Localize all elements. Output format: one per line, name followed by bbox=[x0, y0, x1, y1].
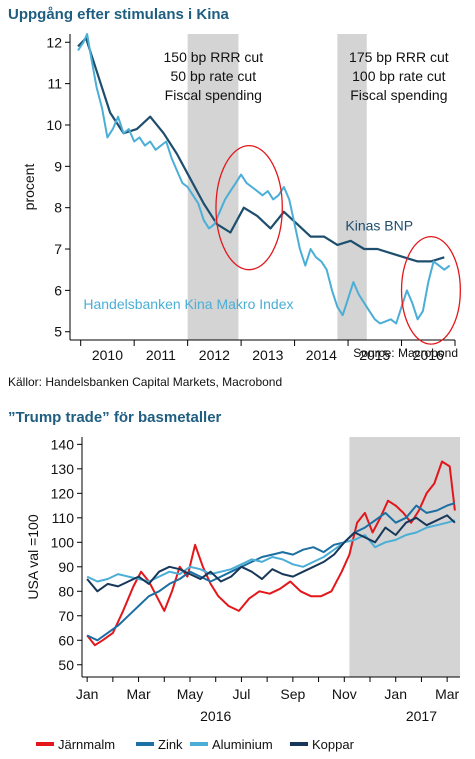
legend-item-zink: Zink bbox=[136, 737, 183, 752]
x-tick-label: Nov bbox=[332, 686, 357, 702]
y-tick-label: 6 bbox=[54, 282, 62, 298]
x-tick-label: Mar bbox=[127, 686, 151, 702]
y-tick-label: 140 bbox=[51, 436, 75, 452]
y-tick-label: 12 bbox=[46, 34, 62, 50]
year-label: 2016 bbox=[200, 708, 231, 724]
y-tick-label: 11 bbox=[47, 76, 62, 92]
legend-label: Zink bbox=[158, 737, 183, 752]
y-tick-label: 130 bbox=[51, 461, 75, 477]
legend-item-aluminium: Aluminium bbox=[190, 737, 273, 752]
y-tick-label: 60 bbox=[58, 632, 74, 648]
series-line-zink bbox=[86, 502, 456, 642]
legend-label: Koppar bbox=[312, 737, 355, 752]
x-tick-label: 2016 bbox=[413, 347, 444, 363]
legend-item-koppar: Koppar bbox=[290, 737, 355, 752]
highlight-circle-0 bbox=[215, 144, 283, 271]
x-tick-label: 2010 bbox=[92, 347, 123, 363]
y-tick-label: 120 bbox=[51, 485, 75, 501]
y-tick-label: 100 bbox=[51, 534, 75, 550]
series-line-kinas-bnp bbox=[77, 36, 445, 263]
x-tick-label: Jul bbox=[232, 686, 250, 702]
legend-label: Aluminium bbox=[212, 737, 273, 752]
x-tick-label: Jan bbox=[76, 686, 99, 702]
sources-text: Källor: Handelsbanken Capital Markets, M… bbox=[8, 375, 283, 389]
y-tick-label: 7 bbox=[54, 241, 62, 257]
series-line-koppar bbox=[86, 514, 456, 593]
x-tick-label: 2011 bbox=[146, 347, 176, 363]
series-line-järnmalm bbox=[86, 460, 456, 647]
x-tick-label: May bbox=[177, 686, 203, 702]
y-tick-label: 5 bbox=[54, 324, 62, 340]
annotation-0-line-0: 150 bp RRR cut bbox=[164, 49, 264, 65]
y-tick-label: 80 bbox=[58, 583, 74, 599]
y-axis-label: USA val =100 bbox=[25, 514, 41, 599]
shaded-period-0 bbox=[349, 437, 460, 677]
y-tick-label: 8 bbox=[54, 200, 62, 216]
series-line-aluminium bbox=[86, 519, 456, 583]
y-axis-label: procent bbox=[21, 164, 37, 211]
chart2: 50 60 70 80 90 100 110 120 130 140 USA val =100 Jan… bbox=[25, 436, 460, 752]
x-tick-label: 2012 bbox=[199, 347, 230, 363]
shaded-period-0 bbox=[187, 34, 239, 340]
legend-label: Järnmalm bbox=[58, 737, 115, 752]
x-tick-label: 2013 bbox=[252, 347, 283, 363]
x-tick-label: Sep bbox=[280, 686, 305, 702]
chart2-title: ”Trump trade” för basmetaller bbox=[8, 409, 222, 426]
y-tick-label: 110 bbox=[52, 510, 75, 526]
y-tick-label: 10 bbox=[46, 117, 62, 133]
highlight-circle-1 bbox=[400, 235, 461, 345]
annotation-0-line-2: Fiscal spending bbox=[165, 87, 262, 103]
chart1: 5 6 7 8 9 10 11 12 procent 2010 2011 2012 2013 2014 20… bbox=[21, 33, 461, 363]
annotation-1-line-0: 175 bp RRR cut bbox=[349, 49, 449, 65]
y-tick-label: 90 bbox=[58, 559, 74, 575]
annotation-1-line-1: 100 bp rate cut bbox=[352, 68, 446, 84]
x-tick-label: 2015 bbox=[359, 347, 390, 363]
y-tick-label: 70 bbox=[58, 608, 74, 624]
x-tick-label: Jan bbox=[384, 686, 407, 702]
y-tick-label: 50 bbox=[58, 657, 74, 673]
series-label-index: Handelsbanken Kina Makro Index bbox=[83, 296, 293, 312]
chart1-source: Source: Macrobond bbox=[353, 346, 458, 360]
annotation-0-line-1: 50 bp rate cut bbox=[170, 68, 256, 84]
year-label: 2017 bbox=[406, 708, 437, 724]
legend-item-järnmalm: Järnmalm bbox=[36, 737, 115, 752]
y-tick-label: 9 bbox=[54, 158, 62, 174]
series-line-handelsbanken-kina-makro-index bbox=[77, 33, 451, 325]
series-label-gdp: Kinas BNP bbox=[345, 217, 413, 233]
chart1-title: Uppgång efter stimulans i Kina bbox=[8, 6, 229, 23]
annotation-1-line-2: Fiscal spending bbox=[350, 87, 447, 103]
x-tick-label: 2014 bbox=[306, 347, 337, 363]
x-tick-label: Mar bbox=[435, 686, 459, 702]
